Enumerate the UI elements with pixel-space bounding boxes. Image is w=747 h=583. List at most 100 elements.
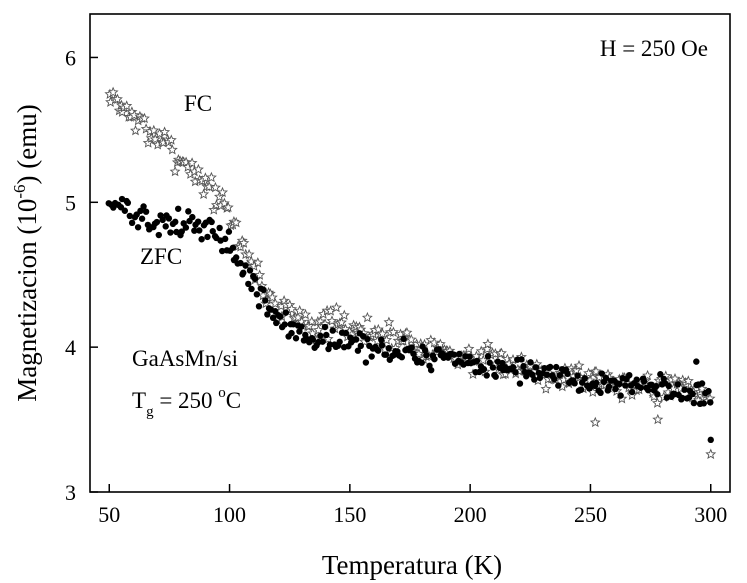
plot-area xyxy=(89,13,731,493)
zfc-point xyxy=(435,346,442,353)
zfc-point xyxy=(309,336,317,343)
zfc-point xyxy=(174,205,182,212)
zfc-point xyxy=(273,319,280,327)
zfc-point xyxy=(253,291,261,298)
zfc-point xyxy=(260,286,267,294)
plot-frame xyxy=(89,13,731,493)
zfc-point xyxy=(277,313,284,320)
zfc-point xyxy=(678,394,686,402)
zfc-point xyxy=(509,364,517,371)
fc-point xyxy=(651,397,663,408)
zfc-point xyxy=(657,371,664,378)
zfc-point xyxy=(229,244,237,251)
x-tick-label: 200 xyxy=(454,502,487,527)
fc-point xyxy=(387,326,399,337)
zfc-point xyxy=(486,359,493,366)
x-axis: 50 100 150 200 250 300 xyxy=(98,484,727,527)
growth-temp-text: = 250 xyxy=(154,388,219,413)
zfc-point xyxy=(255,303,263,310)
zfc-point xyxy=(654,391,661,398)
zfc-point xyxy=(705,387,712,395)
fc-point xyxy=(338,309,350,321)
zfc-point xyxy=(242,262,249,269)
sample-label: GaAsMn/si xyxy=(132,346,238,371)
zfc-point xyxy=(653,382,660,390)
zfc-point xyxy=(551,375,558,383)
fc-point xyxy=(540,383,552,394)
x-tick-label: 250 xyxy=(574,502,607,527)
zfc-point xyxy=(155,231,162,239)
zfc-point xyxy=(571,380,578,387)
fc-point xyxy=(570,364,582,376)
zfc-point xyxy=(592,379,600,387)
zfc-point xyxy=(321,323,329,331)
zfc-point xyxy=(531,376,538,383)
x-tick-label: 50 xyxy=(98,502,120,527)
zfc-point xyxy=(536,374,544,382)
fc-point xyxy=(192,163,204,175)
zfc-point xyxy=(520,363,527,370)
zfc-point xyxy=(707,436,714,444)
fc-point xyxy=(203,181,215,192)
zfc-point xyxy=(165,215,173,222)
y-axis-title-tail: ) (emu) xyxy=(12,104,42,184)
zfc-point xyxy=(616,380,623,388)
fc-point xyxy=(589,416,601,428)
fc-point xyxy=(286,303,298,314)
zfc-point xyxy=(140,203,147,210)
zfc-point xyxy=(342,329,350,337)
zfc-point xyxy=(232,254,240,261)
zfc-point xyxy=(269,314,277,322)
zfc-point xyxy=(518,356,525,363)
fc-point xyxy=(299,308,312,320)
fc-point xyxy=(292,311,304,323)
zfc-point xyxy=(612,385,619,393)
fc-point xyxy=(266,291,278,303)
zfc-point xyxy=(354,347,362,354)
zfc-point xyxy=(698,380,706,387)
fc-point xyxy=(405,333,417,345)
zfc-point xyxy=(408,344,415,351)
y-axis-title-main: Magnetizacion (10 xyxy=(12,199,42,402)
y-tick-label: 6 xyxy=(65,45,76,70)
zfc-point xyxy=(189,213,196,221)
y-tick-label: 3 xyxy=(65,480,76,505)
zfc-point xyxy=(693,358,700,365)
zfc-point xyxy=(121,207,129,214)
zfc-point xyxy=(622,382,629,389)
zfc-point xyxy=(700,400,708,407)
zfc-label: ZFC xyxy=(140,244,182,269)
zfc-point xyxy=(375,347,382,354)
fc-point xyxy=(383,316,395,327)
zfc-point xyxy=(237,259,244,267)
zfc-point xyxy=(194,218,202,225)
zfc-point xyxy=(423,352,430,359)
fc-point xyxy=(682,375,694,386)
zfc-point xyxy=(644,386,652,394)
growth-temp-degree: o xyxy=(218,385,226,401)
zfc-point xyxy=(681,386,688,393)
zfc-point xyxy=(296,328,303,335)
x-axis-title: Temperatura (K) xyxy=(322,550,502,580)
growth-temp-unit: C xyxy=(226,388,241,413)
fc-point xyxy=(230,216,242,228)
zfc-point xyxy=(484,353,492,360)
x-tick-label: 150 xyxy=(333,502,366,527)
zfc-point xyxy=(512,369,519,376)
fc-point xyxy=(652,413,664,425)
fc-point xyxy=(401,326,413,338)
zfc-point xyxy=(218,247,226,255)
zfc-point xyxy=(532,364,540,371)
zfc-point xyxy=(298,323,305,330)
zfc-point xyxy=(288,329,295,337)
field-annotation: H = 250 Oe xyxy=(600,36,708,61)
growth-temp-label: Tg = 250 oC xyxy=(132,385,241,420)
zfc-point xyxy=(564,370,571,378)
zfc-point xyxy=(556,371,564,379)
fc-point xyxy=(326,315,338,326)
zfc-point xyxy=(617,392,624,399)
zfc-point xyxy=(602,374,610,382)
zfc-point xyxy=(292,335,300,342)
zfc-point xyxy=(450,351,458,358)
